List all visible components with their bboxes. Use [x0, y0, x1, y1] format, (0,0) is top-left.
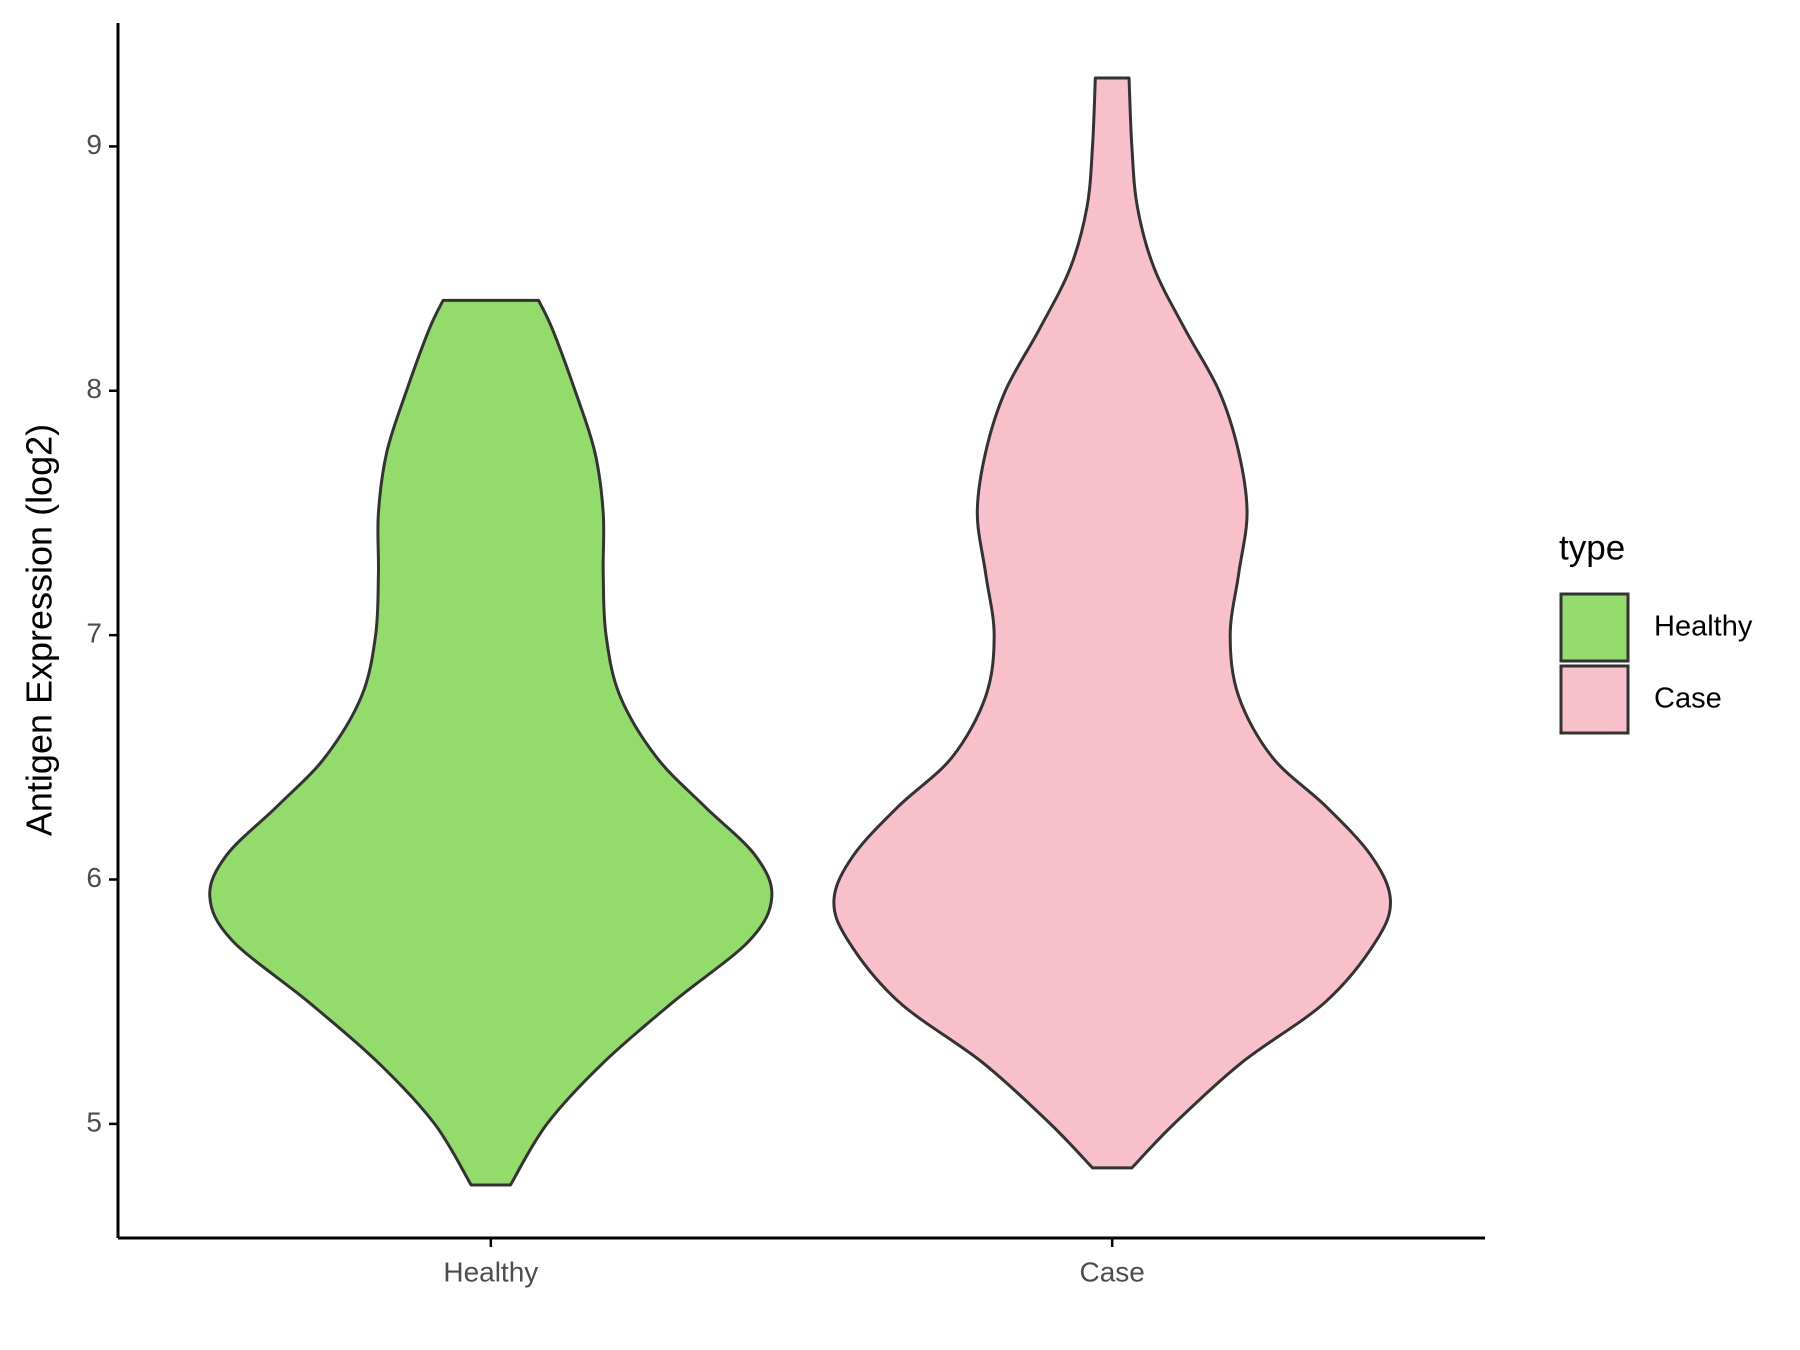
x-tick-label: Healthy [443, 1256, 538, 1287]
violin [832, 76, 1392, 1170]
legend-key [1559, 664, 1630, 735]
violin [208, 298, 774, 1187]
legend-title: type [1559, 528, 1625, 567]
y-tick-label: 8 [86, 373, 102, 404]
legend-label: Healthy [1654, 611, 1753, 643]
y-axis-title: Antigen Expression (log2) [19, 424, 60, 836]
legend-key [1559, 592, 1630, 663]
x-tick-label: Case [1079, 1256, 1144, 1287]
legend-label: Case [1654, 683, 1722, 715]
y-tick-label: 9 [86, 129, 102, 160]
y-tick-label: 6 [86, 862, 102, 893]
y-tick-label: 5 [86, 1106, 102, 1137]
y-tick-label: 7 [86, 618, 102, 649]
